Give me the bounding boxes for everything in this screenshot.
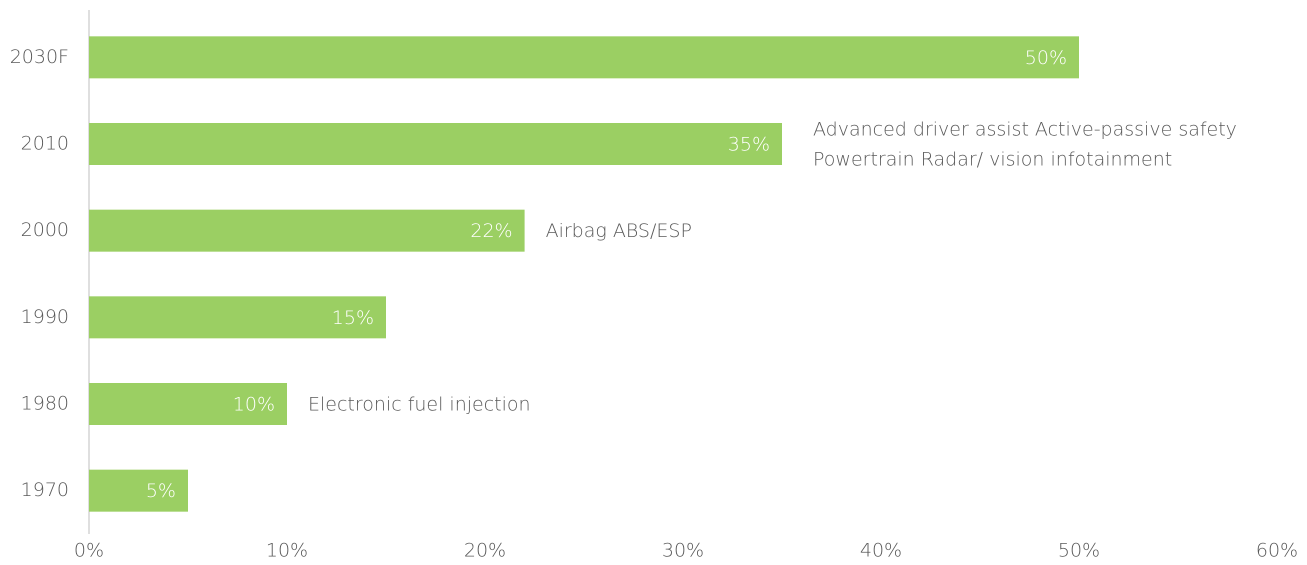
x-tick-label: 30% [662,540,704,562]
value-label: 35% [728,134,770,156]
bar [89,383,287,425]
x-tick-label: 20% [464,540,506,562]
annotation: Electronic fuel injection [308,394,531,416]
bar [89,469,188,512]
value-label: 15% [332,307,374,329]
annotation: Airbag ABS/ESP [546,220,692,242]
value-label: 5% [146,480,176,502]
bar [89,296,386,339]
x-tick-label: 10% [266,540,308,562]
y-tick-label: 2010 [21,133,69,155]
bar [89,209,525,252]
x-tick-label: 60% [1256,540,1298,562]
value-label: 22% [470,220,512,242]
value-label: 10% [233,394,275,416]
bar [89,123,782,165]
x-tick-label: 50% [1058,540,1100,562]
y-tick-label: 1980 [21,393,69,415]
x-tick-label: 0% [74,540,104,562]
value-label: 50% [1025,47,1067,69]
y-tick-label: 2000 [21,219,69,241]
y-tick-label: 2030F [10,46,69,68]
bar [89,36,1079,79]
x-tick-label: 40% [860,540,902,562]
annotation: Advanced driver assist Active-passive sa… [813,119,1237,141]
y-tick-label: 1970 [21,479,69,501]
annotation: Powertrain Radar/ vision infotainment [813,149,1172,171]
y-tick-label: 1990 [21,306,69,328]
